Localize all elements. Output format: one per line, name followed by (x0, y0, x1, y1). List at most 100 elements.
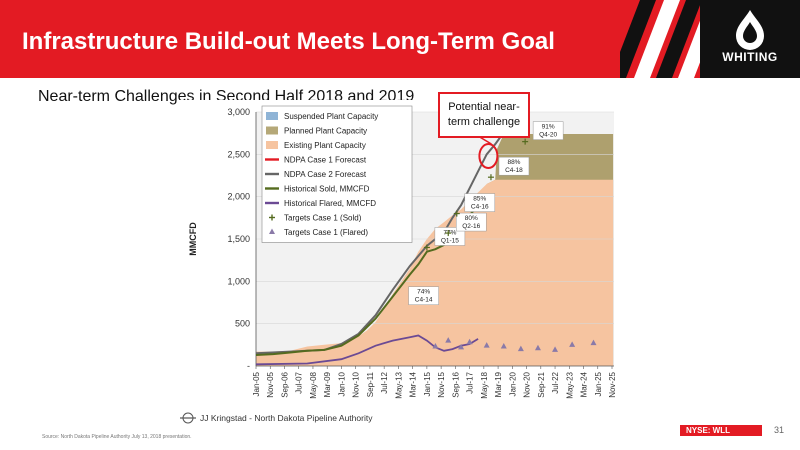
target-sold-marker (423, 244, 430, 251)
target-sold-marker (445, 230, 452, 237)
target-flared-triangle (466, 338, 473, 345)
y-tick-label: 2,000 (227, 192, 250, 202)
target-flared-triangle (483, 342, 490, 348)
target-label-text: Q2-16 (462, 223, 480, 230)
target-flared-triangle (517, 345, 524, 352)
legend-swatch (266, 112, 278, 120)
x-tick-label: Nov-05 (266, 371, 275, 397)
x-tick-label: Mar-14 (409, 371, 418, 397)
target-flared-triangle (569, 341, 576, 347)
target-sold-marker (453, 210, 460, 217)
ticker-bar (680, 425, 762, 436)
x-tick-label: Nov-20 (523, 371, 532, 397)
legend-label: Suspended Plant Capacity (284, 112, 378, 121)
target-flared-triangle (432, 343, 439, 349)
x-tick-label: Jan-05 (252, 371, 261, 396)
page-title: Infrastructure Build-out Meets Long-Term… (22, 28, 555, 55)
target-label-box (532, 121, 564, 140)
x-tick-label: May-13 (394, 371, 403, 398)
target-flared-triangle (590, 339, 597, 346)
x-tick-label: May-08 (309, 371, 318, 398)
y-tick-label: 1,000 (227, 276, 250, 286)
pipeline-icon (180, 412, 196, 424)
existing-capacity-area (256, 179, 614, 366)
y-tick-label: 3,000 (227, 107, 250, 117)
y-tick-label: 2,500 (227, 149, 250, 159)
target-sold-marker (522, 138, 529, 145)
callout-line1: Potential near- (448, 101, 520, 113)
logo-text: WHITING (722, 50, 778, 64)
callout-box: Potential near- term challenge (438, 92, 530, 138)
x-tick-label: Jan-15 (423, 371, 432, 396)
company-logo: WHITING (700, 0, 800, 78)
target-label-box (464, 193, 496, 212)
x-tick-label: Sep-11 (366, 371, 375, 397)
target-sold-marker (487, 174, 494, 181)
legend-label: Historical Flared, MMCFD (284, 199, 376, 208)
flared-label-text: 74% (417, 289, 430, 296)
y-tick-label: - (247, 361, 250, 371)
x-tick-label: May-18 (480, 371, 489, 398)
target-label-box (498, 156, 530, 176)
chart-credit: JJ Kringstad - North Dakota Pipeline Aut… (200, 413, 373, 423)
x-tick-label: Mar-24 (580, 371, 589, 397)
source-note: Source: North Dakota Pipeline Authority … (42, 434, 192, 440)
legend-swatch (266, 141, 278, 149)
x-tick-label: Jan-25 (594, 371, 603, 396)
target-label-text: 80% (465, 215, 478, 222)
target-label-text: 85% (473, 196, 486, 203)
x-tick-label: Mar-19 (494, 371, 503, 397)
x-tick-label: Sep-06 (280, 371, 289, 397)
target-flared-triangle (534, 344, 541, 351)
target-flared-triangle (445, 337, 452, 343)
legend-swatch (266, 126, 278, 135)
legend-label: Targets Case 1 (Sold) (284, 214, 362, 223)
legend-label: Existing Plant Capacity (284, 141, 366, 150)
x-tick-label: Jan-20 (508, 371, 517, 396)
x-tick-label: Sep-21 (537, 371, 546, 397)
callout-line2: term challenge (447, 116, 521, 128)
target-flared-triangle (458, 343, 465, 350)
y-tick-label: 500 (235, 319, 250, 329)
y-tick-label: 1,500 (227, 234, 250, 244)
legend: Suspended Plant Capacity Planned Plant Ca… (261, 105, 413, 243)
target-label-text: 91% (542, 124, 555, 131)
x-tick-label: Jul-07 (295, 371, 304, 393)
x-tick-label: May-23 (565, 371, 574, 398)
target-label-text: Q1-15 (441, 237, 459, 244)
oil-drop-icon (736, 10, 764, 50)
page-number: 31 (774, 425, 785, 435)
x-tick-label: Mar-09 (323, 371, 332, 397)
x-tick-label: Jul-12 (380, 371, 389, 393)
target-label-box (434, 227, 466, 246)
target-label-box (455, 212, 487, 232)
legend-label: NDPA Case 2 Forecast (284, 170, 367, 179)
legend-label: Targets Case 1 (Flared) (284, 228, 368, 237)
x-tick-label: Sep-16 (451, 371, 460, 397)
credit-strip (178, 410, 408, 426)
x-tick-label: Nov-10 (352, 371, 361, 397)
target-label-text: C4-18 (505, 167, 523, 174)
chart-container: - 500 1,000 1,500 2,000 2,500 3,000 MMCFD Jan-05… (178, 100, 624, 430)
historical-flared-line (255, 334, 479, 366)
ticker-label: NYSE: WLL (686, 426, 730, 435)
x-tick-label: Nov-25 (608, 371, 617, 397)
x-tick-label: Jan-10 (337, 371, 346, 396)
legend-box (261, 105, 413, 243)
capacity-chart: - 500 1,000 1,500 2,000 2,500 3,000 MMCFD Jan-05… (178, 100, 624, 430)
legend-label: NDPA Case 1 Forecast (284, 156, 367, 165)
target-flared-triangle (552, 346, 559, 352)
challenge-circle (478, 143, 499, 170)
target-label-text: 88% (507, 159, 520, 166)
target-label-text: Q4-20 (539, 132, 557, 139)
legend-label: Planned Plant Capacity (284, 127, 367, 136)
flared-label-text: C4-14 (415, 297, 433, 304)
target-flared-triangle (500, 343, 507, 349)
target-label-text: C4-16 (471, 204, 489, 211)
legend-triangle (269, 228, 275, 234)
x-tick-label: Jul-17 (466, 371, 475, 393)
x-tick-label: Nov-15 (437, 371, 446, 397)
flared-label-box (408, 286, 439, 305)
x-tick-label: Jul-22 (551, 371, 560, 393)
legend-label: Historical Sold, MMCFD (284, 185, 370, 194)
